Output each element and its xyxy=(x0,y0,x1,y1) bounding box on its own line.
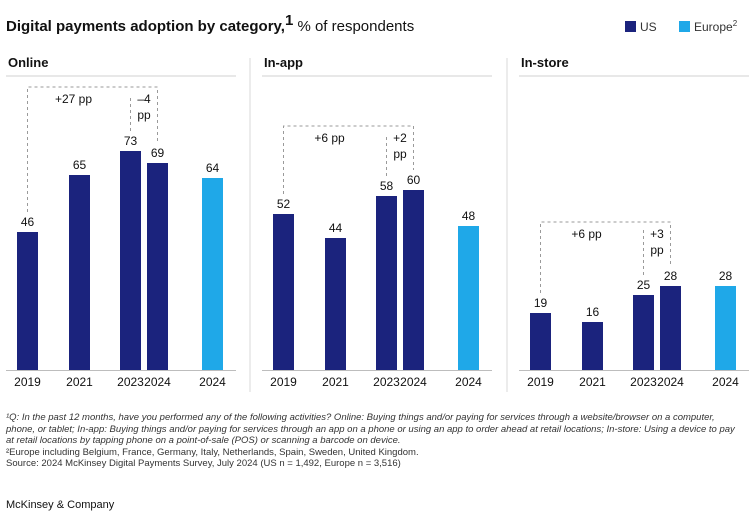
bar-us-2019 xyxy=(17,232,38,370)
annotation-bracket-change-since-2019 xyxy=(540,221,671,293)
brand-logo-text: McKinsey & Company xyxy=(6,499,115,511)
annotation-bracket-change-since-2019 xyxy=(283,125,414,194)
chart-panels: Online 46 2019 65 2021 73 2023 69 2024 64 2024 +27 … xyxy=(6,55,749,392)
panel-title: In-app xyxy=(264,55,303,70)
data-label-us-2019: 46 xyxy=(21,215,35,229)
data-label-us-2023: 73 xyxy=(124,134,138,148)
tick-label-us-2023: 2023 xyxy=(630,375,657,389)
data-label-us-2021: 44 xyxy=(329,221,343,235)
annotation-bracket-change-since-2019 xyxy=(27,86,158,212)
tick-label-us-2021: 2021 xyxy=(66,375,93,389)
legend-label-europe: Europe2 xyxy=(694,19,738,34)
data-label-us-2024: 60 xyxy=(407,173,421,187)
bar-us-2023 xyxy=(120,151,141,370)
legend-swatch-europe xyxy=(679,21,690,32)
data-label-us-2021: 65 xyxy=(73,158,87,172)
data-label-europe-2024: 64 xyxy=(206,161,220,175)
annotation-label-change-since-2019: +6 pp xyxy=(314,131,345,145)
bar-us-2019 xyxy=(530,313,551,370)
tick-label-us-2021: 2021 xyxy=(579,375,606,389)
bar-us-2023 xyxy=(633,295,654,370)
panel-online: Online 46 2019 65 2021 73 2023 69 2024 64 2024 +27 … xyxy=(6,55,236,389)
annotation-label-change-since-2019: +27 pp xyxy=(55,92,92,106)
bar-us-2024 xyxy=(403,190,424,370)
data-label-europe-2024: 28 xyxy=(719,269,733,283)
tick-label-us-2024: 2024 xyxy=(400,375,427,389)
bar-us-2019 xyxy=(273,214,294,370)
bar-us-2021 xyxy=(582,322,603,370)
data-label-us-2019: 52 xyxy=(277,197,291,211)
tick-label-us-2023: 2023 xyxy=(373,375,400,389)
bar-europe-2024 xyxy=(202,178,223,370)
panel-in-store: In-store 19 2019 16 2021 25 2023 28 2024 28 2024 +6… xyxy=(506,55,749,392)
tick-label-europe-2024: 2024 xyxy=(199,375,226,389)
legend-label-us: US xyxy=(640,20,657,34)
footnote-question: ¹Q: In the past 12 months, have you perf… xyxy=(6,412,735,446)
bar-us-2024 xyxy=(147,163,168,370)
bar-us-2021 xyxy=(69,175,90,370)
tick-label-us-2019: 2019 xyxy=(527,375,554,389)
annotation-label-change-since-2023: +3 pp xyxy=(650,227,664,257)
chart-title: Digital payments adoption by category,1 … xyxy=(6,12,414,35)
annotation-label-change-since-2023: +2 pp xyxy=(393,131,407,161)
tick-label-us-2019: 2019 xyxy=(270,375,297,389)
panel-title: In-store xyxy=(521,55,569,70)
chart-canvas: Digital payments adoption by category,1 … xyxy=(6,12,749,392)
bar-europe-2024 xyxy=(715,286,736,370)
data-label-us-2024: 28 xyxy=(664,269,678,283)
panel-in-app: In-app 52 2019 44 2021 58 2023 60 2024 48 2024 +6 p… xyxy=(249,55,492,392)
tick-label-europe-2024: 2024 xyxy=(455,375,482,389)
panel-title: Online xyxy=(8,55,48,70)
legend-swatch-us xyxy=(625,21,636,32)
chart-subtitle: % of respondents xyxy=(293,18,414,35)
footnote-europe: ²Europe including Belgium, France, Germa… xyxy=(6,447,419,458)
data-label-us-2019: 19 xyxy=(534,296,548,310)
data-label-europe-2024: 48 xyxy=(462,209,476,223)
tick-label-us-2024: 2024 xyxy=(144,375,171,389)
tick-label-europe-2024: 2024 xyxy=(712,375,739,389)
annotation-label-change-since-2023: –4 pp xyxy=(137,92,151,122)
data-label-us-2023: 58 xyxy=(380,179,394,193)
tick-label-us-2021: 2021 xyxy=(322,375,349,389)
title-superscript: 1 xyxy=(285,12,293,29)
data-label-us-2021: 16 xyxy=(586,305,600,319)
tick-label-us-2024: 2024 xyxy=(657,375,684,389)
data-label-us-2023: 25 xyxy=(637,278,651,292)
footnote-source: Source: 2024 McKinsey Digital Payments S… xyxy=(6,458,401,469)
data-label-us-2024: 69 xyxy=(151,146,165,160)
bar-us-2023 xyxy=(376,196,397,370)
legend: US Europe2 xyxy=(625,19,738,34)
bar-us-2024 xyxy=(660,286,681,370)
tick-label-us-2019: 2019 xyxy=(14,375,41,389)
bar-europe-2024 xyxy=(458,226,479,370)
tick-label-us-2023: 2023 xyxy=(117,375,144,389)
annotation-label-change-since-2019: +6 pp xyxy=(571,227,602,241)
bar-us-2021 xyxy=(325,238,346,370)
